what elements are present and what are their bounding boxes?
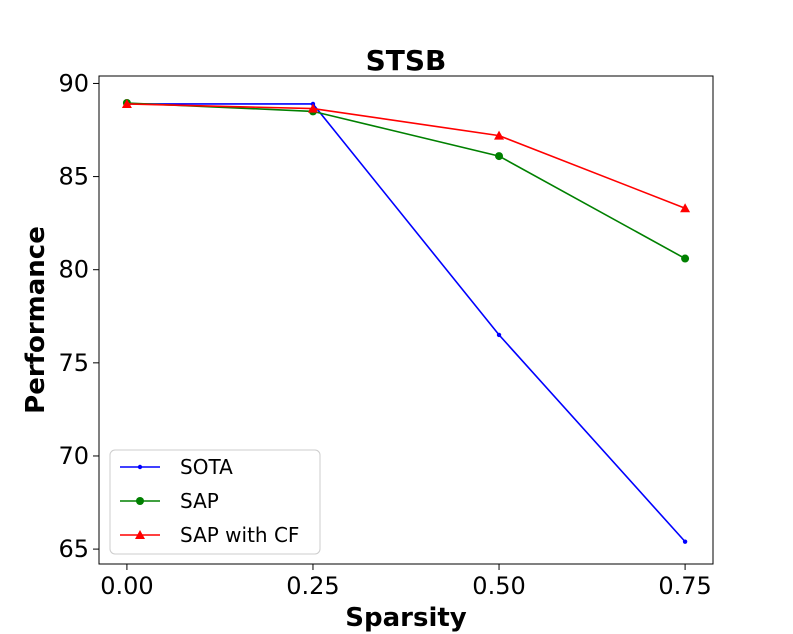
x-tick-label: 0.00 — [100, 572, 153, 600]
x-axis-label: Sparsity — [345, 603, 467, 633]
legend-box — [109, 449, 321, 555]
y-axis: 65 70 75 80 85 90 — [58, 69, 99, 563]
data-point-sota — [496, 332, 502, 338]
series-line-sap-with-cf — [126, 103, 686, 209]
series-line-sota — [126, 103, 686, 543]
data-point-sota — [682, 539, 688, 544]
x-tick-label: 0.75 — [658, 572, 711, 600]
data-point-sap — [495, 152, 504, 161]
legend-label-sap-with-cf: SAP with CF — [180, 523, 299, 547]
data-point-sap-with-cf — [494, 130, 505, 140]
series-sap — [122, 99, 690, 263]
y-tick-label: 85 — [58, 163, 89, 191]
y-tick-label: 80 — [58, 256, 89, 284]
y-tick-label: 75 — [58, 349, 89, 377]
series-sap-with-cf — [121, 98, 691, 213]
legend-marker-sap-with-cf — [135, 530, 145, 539]
data-point-sap-with-cf — [121, 98, 132, 108]
legend-label-sota: SOTA — [180, 455, 233, 479]
y-axis-label: Performance — [21, 226, 51, 414]
data-point-sap — [681, 254, 690, 263]
x-tick-label: 0.25 — [286, 572, 339, 600]
x-axis: 0.00 0.25 0.50 0.75 — [100, 564, 712, 600]
chart-title: STSB — [366, 44, 447, 77]
legend-marker-sota — [137, 464, 143, 470]
series-layer — [121, 98, 691, 544]
legend: SOTA SAP SAP with CF — [109, 449, 321, 555]
y-tick-label: 90 — [58, 69, 89, 97]
data-point-sap-with-cf — [307, 103, 318, 113]
plot-area — [98, 75, 714, 565]
y-tick-label: 65 — [58, 535, 89, 563]
legend-label-sap: SAP — [180, 489, 219, 513]
y-tick-label: 70 — [58, 442, 89, 470]
data-point-sap-with-cf — [680, 203, 691, 213]
series-line-sap — [126, 102, 686, 260]
x-tick-label: 0.50 — [472, 572, 525, 600]
legend-marker-sap — [136, 497, 144, 505]
